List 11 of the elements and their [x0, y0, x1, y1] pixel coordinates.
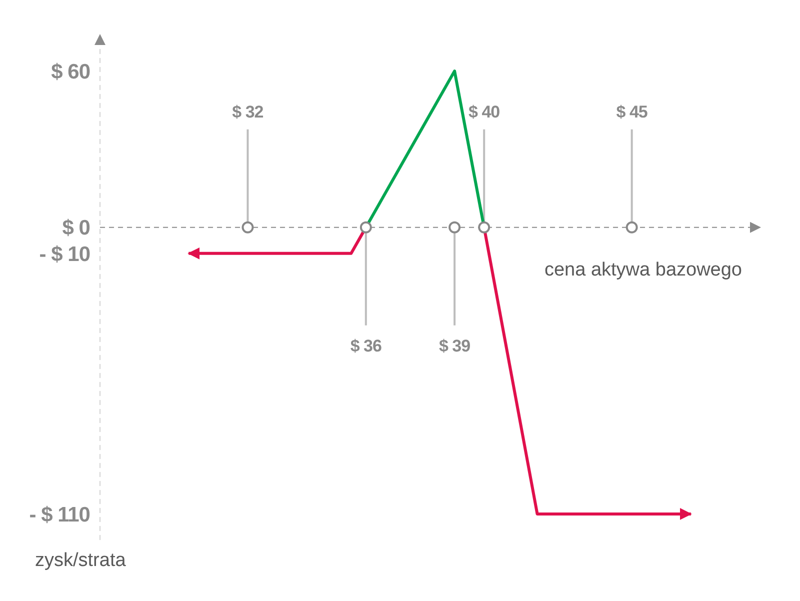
y-axis-title: zysk/strata — [35, 550, 126, 571]
x2-tick-label: $ 45 — [616, 102, 648, 122]
y-tick-label: $ 60 — [51, 60, 90, 84]
y-tick-label: $ 0 — [62, 216, 90, 240]
x-axis-title: cena aktywa bazowego — [544, 259, 742, 280]
x2-tick-label: $ 40 — [468, 102, 500, 122]
x2-tick-label: $ 32 — [232, 102, 264, 122]
x-tick-label: $ 39 — [439, 336, 470, 356]
y-tick-label: - $ 110 — [29, 503, 90, 526]
x-tick-label: $ 36 — [350, 336, 382, 356]
y-tick-label: - $ 10 — [39, 242, 90, 266]
